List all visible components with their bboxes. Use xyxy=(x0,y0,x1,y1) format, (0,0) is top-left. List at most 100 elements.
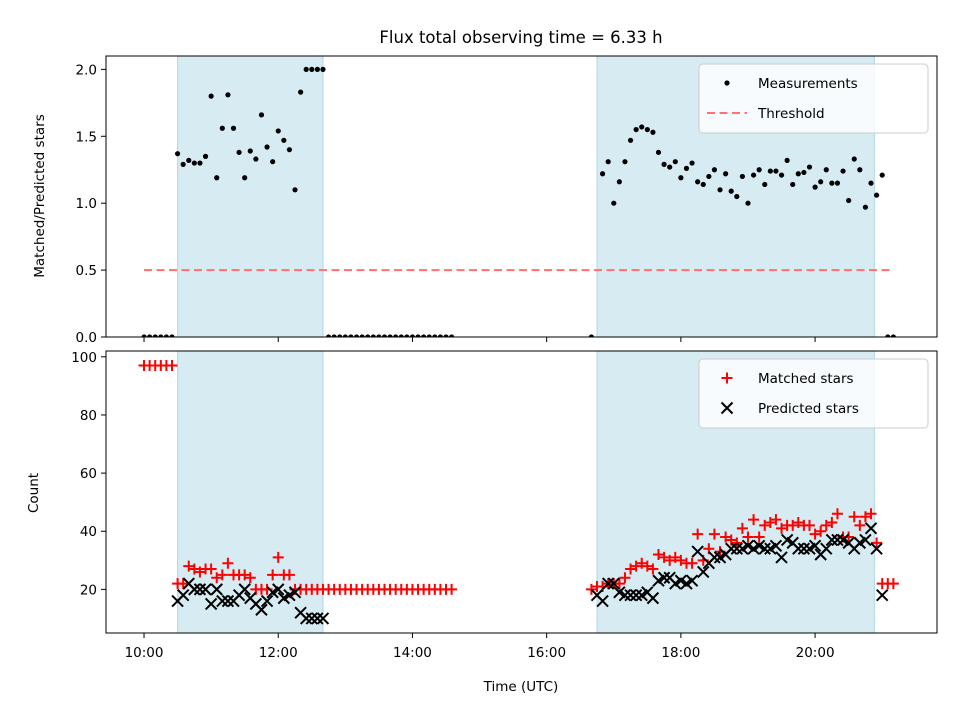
bottom-y-tick-label-4: 100 xyxy=(71,350,97,366)
bottom-matched-stars-point-61 xyxy=(613,578,625,590)
bottom-matched-stars-point-84 xyxy=(742,531,754,543)
bottom-matched-stars-point-5 xyxy=(166,360,178,372)
bottom-matched-stars-point-55 xyxy=(446,583,458,595)
top-measurements-point-16 xyxy=(230,125,237,131)
bottom-predicted-stars-point-57 xyxy=(758,542,771,555)
top-measurements-point-79 xyxy=(723,171,729,177)
top-measurements-point-69 xyxy=(667,164,673,170)
top-measurements-point-53 xyxy=(437,334,444,337)
bottom-predicted-stars-point-60 xyxy=(775,551,788,564)
bottom-matched-stars-point-100 xyxy=(831,508,843,520)
top-measurements-point-90 xyxy=(784,157,790,163)
top-measurements-point-74 xyxy=(695,179,701,185)
bottom-matched-stars-point-24 xyxy=(272,551,284,563)
top-measurements-point-56 xyxy=(588,334,595,337)
top-measurements-point-50 xyxy=(421,334,427,337)
top-measurements-point-71 xyxy=(678,175,684,181)
bottom-predicted-stars-point-7 xyxy=(210,583,223,596)
top-measurements-point-107 xyxy=(879,172,885,178)
top-measurements-point-28 xyxy=(298,89,304,95)
top-measurements-point-76 xyxy=(706,173,712,180)
bottom-matched-stars-point-69 xyxy=(658,551,670,563)
legend-label-matched-stars: Matched stars xyxy=(758,371,854,387)
top-measurements-point-33 xyxy=(325,334,332,337)
bottom-matched-stars-point-78 xyxy=(708,528,720,540)
top-measurements-point-83 xyxy=(745,200,751,206)
bottom-matched-stars-point-71 xyxy=(669,551,681,563)
bottom-predicted-stars-point-66 xyxy=(808,539,822,552)
top-panel: 0.0 0.5 1.0 1.5 2.0 Measurements Threshold xyxy=(76,55,938,346)
bottom-matched-stars-point-96 xyxy=(809,528,821,540)
top-y-tick-label-3: 1.5 xyxy=(76,129,97,145)
bottom-predicted-stars-point-70 xyxy=(831,533,844,547)
bottom-matched-stars-point-85 xyxy=(748,514,760,526)
top-measurements-point-99 xyxy=(834,180,841,186)
top-measurements-point-75 xyxy=(700,181,706,188)
top-measurements-point-21 xyxy=(258,112,265,118)
top-measurements-point-18 xyxy=(242,175,248,181)
top-measurements-point-52 xyxy=(432,334,438,337)
bottom-predicted-stars-point-68 xyxy=(820,542,833,555)
bottom-predicted-stars-point-30 xyxy=(607,577,620,590)
bottom-predicted-stars-point-25 xyxy=(311,612,324,625)
top-measurements-point-97 xyxy=(823,167,829,173)
top-measurements-point-66 xyxy=(650,129,656,135)
bottom-predicted-stars-point-78 xyxy=(875,588,889,602)
top-measurements-point-78 xyxy=(717,187,723,193)
bottom-predicted-stars-point-69 xyxy=(825,533,839,547)
bottom-matched-stars-point-95 xyxy=(803,519,815,531)
legend-marker-predicted-stars xyxy=(720,401,734,415)
bottom-predicted-stars-point-15 xyxy=(255,603,268,616)
bottom-matched-stars-point-56 xyxy=(585,583,597,595)
bottom-predicted-stars-point-75 xyxy=(859,533,872,547)
top-measurements-point-101 xyxy=(846,197,852,204)
bottom-predicted-stars-point-52 xyxy=(730,542,744,555)
top-measurements-point-22 xyxy=(264,144,270,150)
legend-marker-matched-stars xyxy=(721,372,733,384)
bottom-matched-stars-point-7 xyxy=(177,578,189,590)
top-shaded-region-0 xyxy=(177,55,324,338)
legend-marker-measurements xyxy=(724,80,730,86)
top-measurements-point-19 xyxy=(247,148,253,154)
bottom-predicted-stars-point-39 xyxy=(657,571,671,584)
bottom-matched-stars-point-18 xyxy=(239,569,251,581)
bottom-matched-stars-point-99 xyxy=(826,517,838,529)
x-tick-label-2: 14:00 xyxy=(393,645,432,661)
top-measurements-point-30 xyxy=(309,66,315,72)
bottom-matched-stars-point-12 xyxy=(205,563,217,575)
top-measurements-point-63 xyxy=(633,126,639,133)
bottom-matched-stars-point-104 xyxy=(854,519,866,531)
bottom-predicted-stars-point-77 xyxy=(870,542,883,555)
top-measurements-point-59 xyxy=(611,200,617,206)
top-measurements-point-23 xyxy=(270,159,276,165)
top-measurements-point-41 xyxy=(370,334,376,337)
top-measurements-point-87 xyxy=(767,168,773,174)
top-measurements-point-8 xyxy=(186,157,192,163)
x-tick-label-3: 16:00 xyxy=(527,645,566,661)
top-measurements-point-2 xyxy=(152,334,158,337)
top-legend: Measurements Threshold xyxy=(698,63,929,134)
top-measurements-point-34 xyxy=(331,334,337,337)
bottom-predicted-stars-point-9 xyxy=(221,594,235,608)
bottom-predicted-stars-point-21 xyxy=(288,586,302,599)
top-measurements-point-105 xyxy=(868,180,874,186)
bottom-predicted-stars-point-26 xyxy=(316,612,330,625)
bottom-matched-stars-point-8 xyxy=(183,560,195,572)
bottom-predicted-stars-point-48 xyxy=(708,551,721,564)
top-measurements-point-15 xyxy=(225,92,231,98)
bottom-matched-stars-point-75 xyxy=(692,528,704,540)
top-measurements-point-36 xyxy=(342,334,348,337)
bottom-matched-stars-point-88 xyxy=(764,517,776,529)
top-measurements-point-98 xyxy=(829,180,835,186)
top-measurements-point-93 xyxy=(801,169,807,176)
bottom-y-tick-label-3: 80 xyxy=(80,408,97,424)
top-measurements-point-102 xyxy=(851,156,857,162)
top-y-tick-label-0: 0.0 xyxy=(76,330,97,346)
top-measurements-point-96 xyxy=(818,179,824,185)
top-measurements-point-26 xyxy=(286,147,293,153)
top-measurements-point-94 xyxy=(806,164,813,170)
bottom-matched-stars-point-93 xyxy=(792,517,804,529)
bottom-matched-stars-point-107 xyxy=(871,537,883,549)
bottom-y-tick-label-2: 60 xyxy=(80,466,97,482)
bottom-matched-stars-point-23 xyxy=(267,569,279,581)
